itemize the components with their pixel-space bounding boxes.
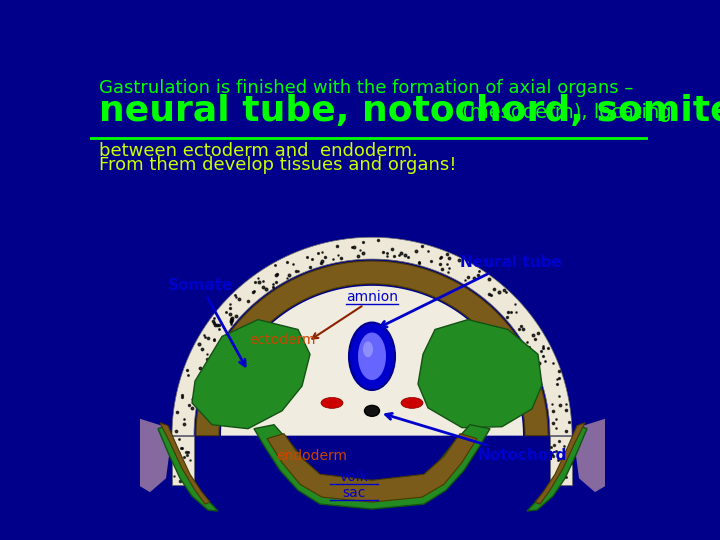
Polygon shape [140,419,170,492]
Text: Gastrulation is finished with the formation of axial organs –: Gastrulation is finished with the format… [99,79,634,97]
Text: volk: volk [340,470,369,484]
Text: sac: sac [342,486,366,500]
Text: endoderm: endoderm [276,449,348,463]
Polygon shape [172,237,572,436]
Ellipse shape [364,406,379,416]
Text: Neural tube: Neural tube [380,255,562,327]
Polygon shape [172,436,194,485]
Polygon shape [550,436,572,485]
Ellipse shape [401,397,423,408]
Text: ectoderm: ectoderm [250,334,316,347]
Text: amnion: amnion [346,290,398,304]
Polygon shape [575,419,605,492]
Polygon shape [158,426,218,511]
Ellipse shape [349,322,395,390]
Polygon shape [254,425,490,509]
Text: (mesoderm), locating: (mesoderm), locating [456,103,672,122]
Ellipse shape [363,341,373,357]
Polygon shape [267,434,477,502]
Polygon shape [418,320,542,428]
Polygon shape [192,320,310,429]
Text: Notochord: Notochord [386,413,567,463]
Polygon shape [160,423,210,504]
Polygon shape [527,426,587,511]
Ellipse shape [358,333,386,380]
Ellipse shape [321,397,343,408]
Text: Somate: Somate [168,278,245,366]
Polygon shape [221,286,523,436]
Polygon shape [196,261,548,436]
Text: between ectoderm and  endoderm.: between ectoderm and endoderm. [99,142,418,160]
Polygon shape [535,423,585,504]
Text: neural tube, notochord, somites: neural tube, notochord, somites [99,94,720,128]
Text: From them develop tissues and organs!: From them develop tissues and organs! [99,156,456,174]
